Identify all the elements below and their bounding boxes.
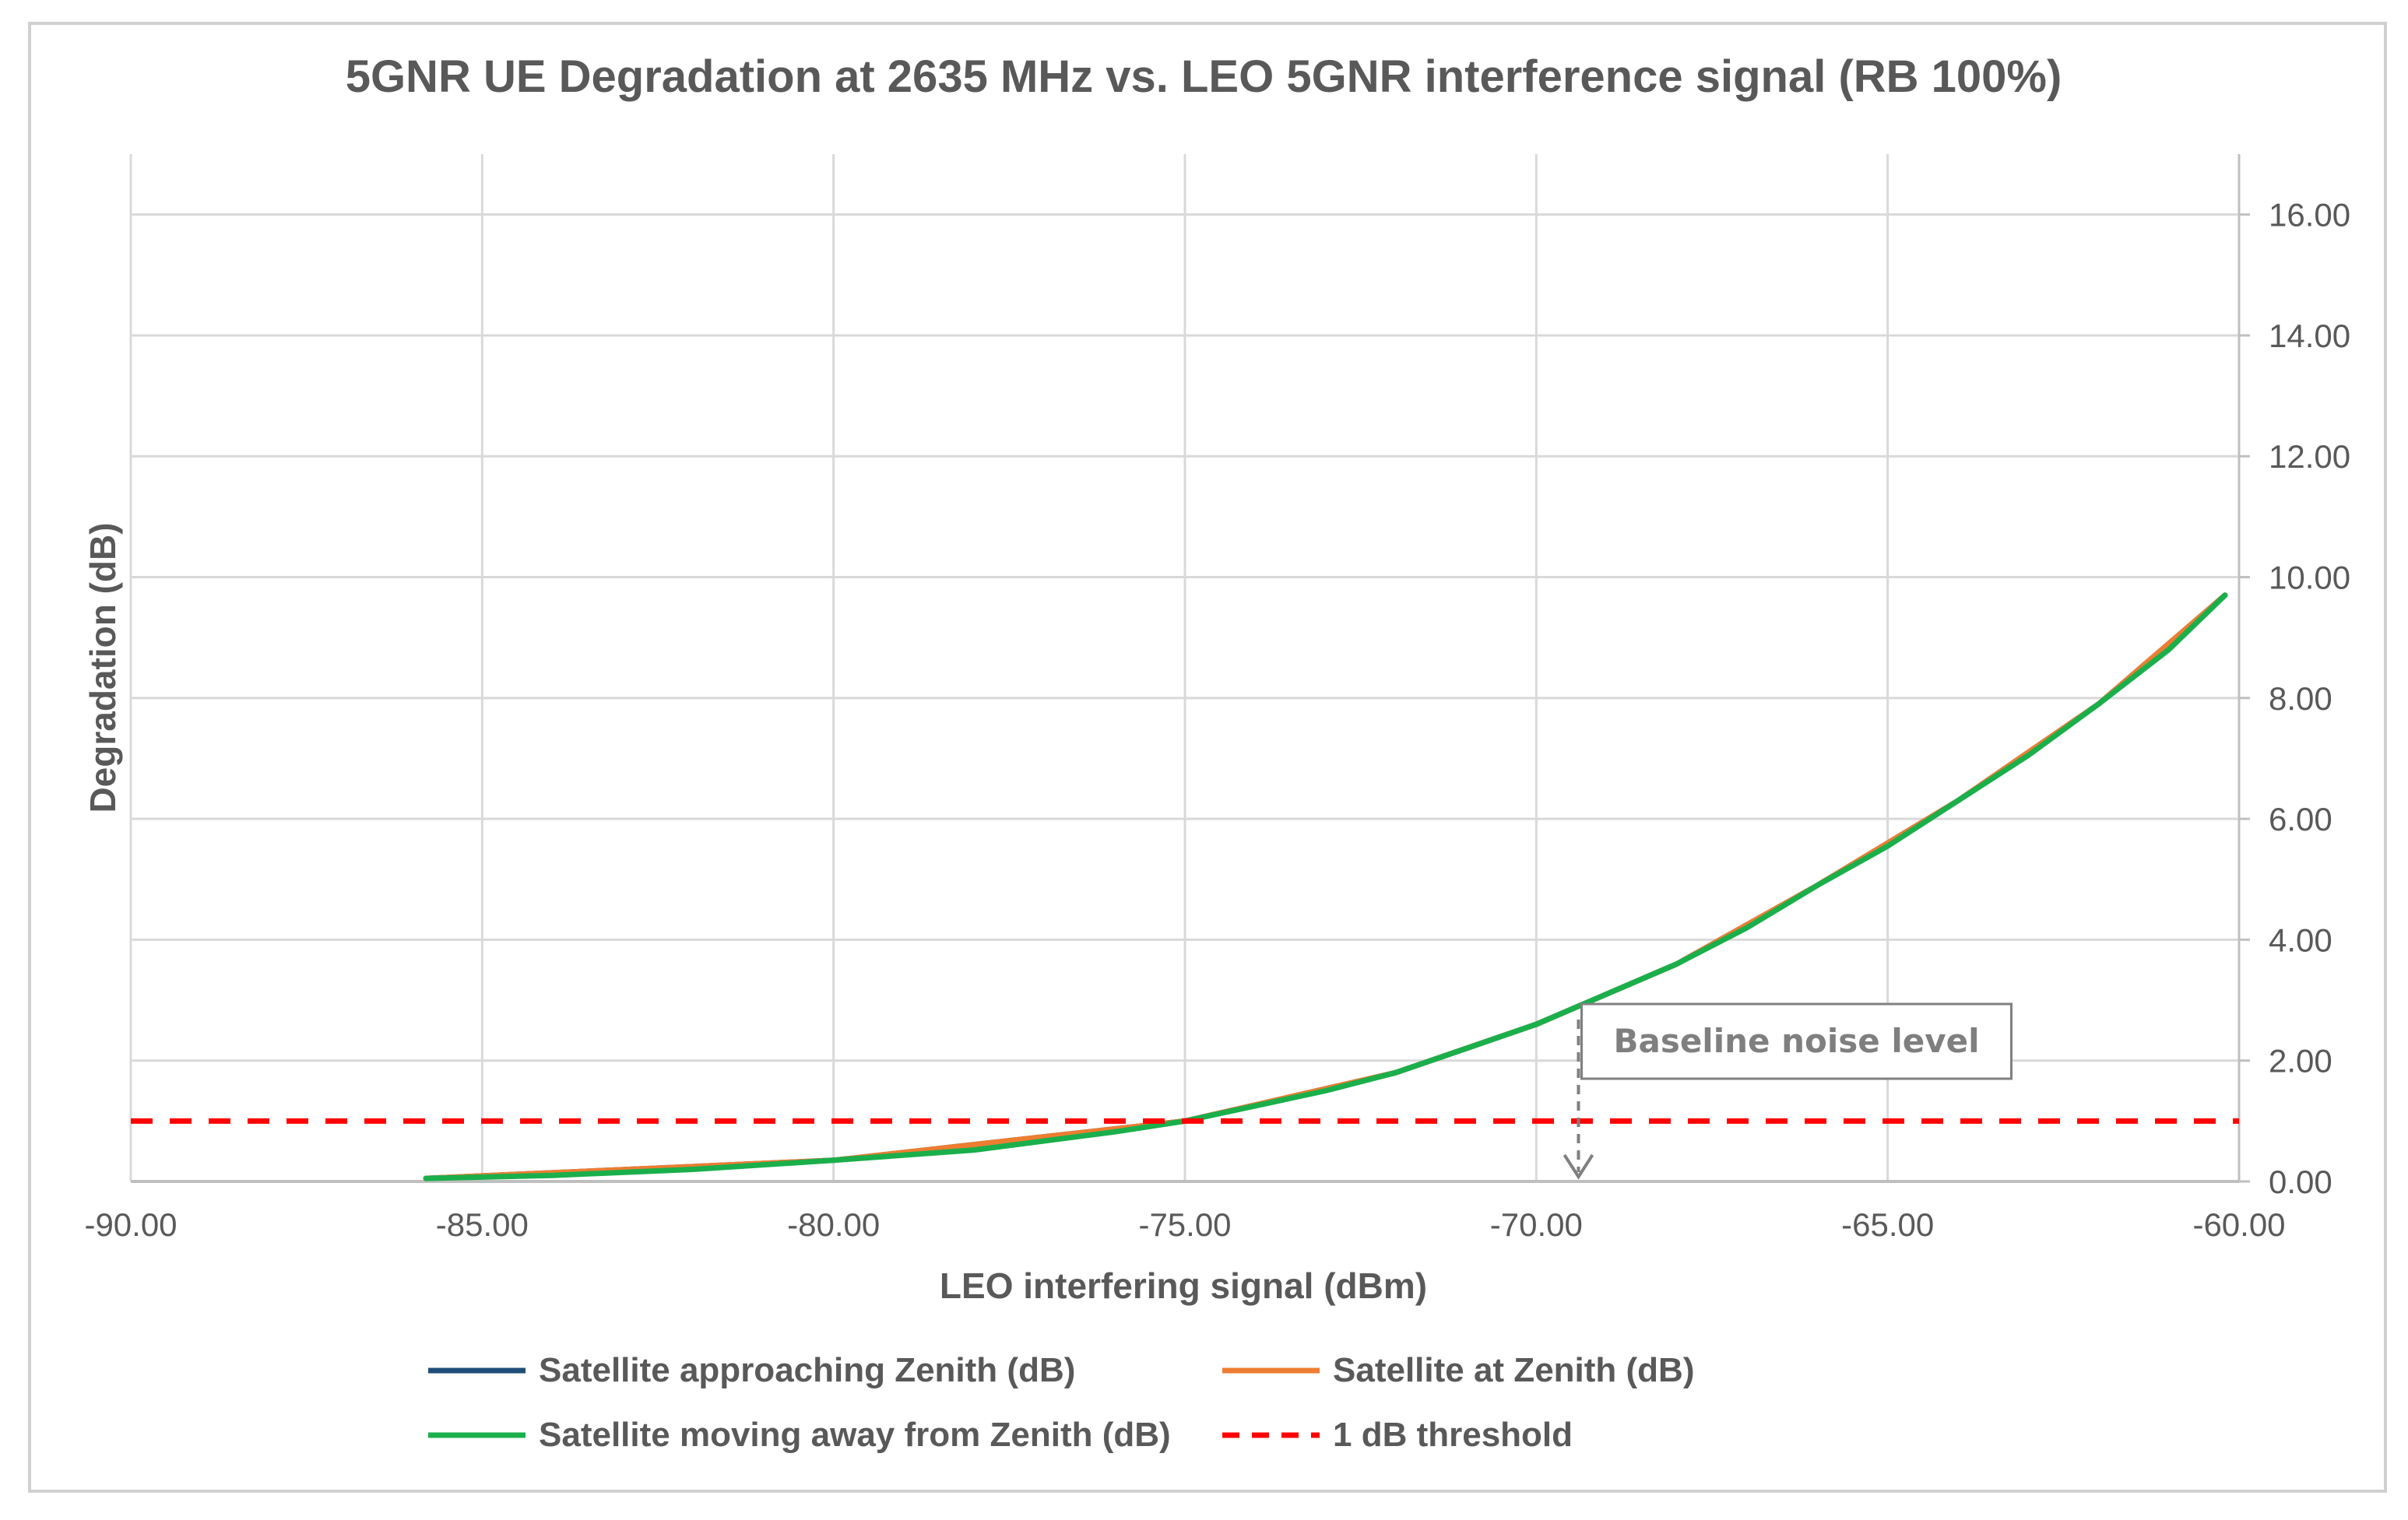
x-tick-label: -65.00 (1841, 1206, 1934, 1243)
legend-label-3: 1 dB threshold (1333, 1416, 1573, 1454)
legend: Satellite approaching Zenith (dB) Satelli… (428, 1351, 1694, 1454)
y-tick-label: 14.00 (2269, 318, 2350, 354)
y-tick-label: 4.00 (2269, 921, 2332, 958)
x-tick-label: -75.00 (1138, 1206, 1231, 1243)
annotation-box (1580, 1002, 2013, 1080)
x-axis-title: LEO interfering signal (dBm) (940, 1265, 1427, 1306)
chart-frame (28, 22, 2387, 1493)
y-tick-label: 0.00 (2269, 1164, 2332, 1200)
y-tick-label: 12.00 (2269, 438, 2350, 475)
x-tick-label: -70.00 (1490, 1206, 1583, 1243)
y-axis-title: Degradation (dB) (83, 522, 123, 813)
legend-label-0: Satellite approaching Zenith (dB) (539, 1351, 1075, 1389)
annotation-label: Baseline noise level (1613, 1022, 1979, 1060)
annotation-layer: Baseline noise level (1563, 1002, 2013, 1180)
chart-title: 5GNR UE Degradation at 2635 MHz vs. LEO … (346, 51, 2062, 102)
y-tick-label: 16.00 (2269, 197, 2350, 233)
x-tick-label: -60.00 (2192, 1206, 2285, 1243)
series-line-2 (423, 592, 2228, 1181)
y-tick-label: 8.00 (2269, 680, 2332, 717)
x-tick-label: -80.00 (787, 1206, 880, 1243)
y-tick-label: 2.00 (2269, 1043, 2332, 1079)
y-tick-label: 10.00 (2269, 560, 2350, 596)
axes: -90.00 -85.00 -80.00 -75.00 -70.00 -65.00 -60.… (84, 154, 2350, 1243)
annotation-arrow-head (1563, 1153, 1594, 1180)
x-tick-label: -85.00 (436, 1206, 529, 1243)
legend-label-2: Satellite moving away from Zenith (dB) (539, 1416, 1171, 1454)
x-tick-label: -90.00 (84, 1206, 177, 1243)
series-layer (131, 592, 2239, 1181)
y-tick-label: 6.00 (2269, 801, 2332, 837)
legend-label-1: Satellite at Zenith (dB) (1333, 1351, 1694, 1389)
